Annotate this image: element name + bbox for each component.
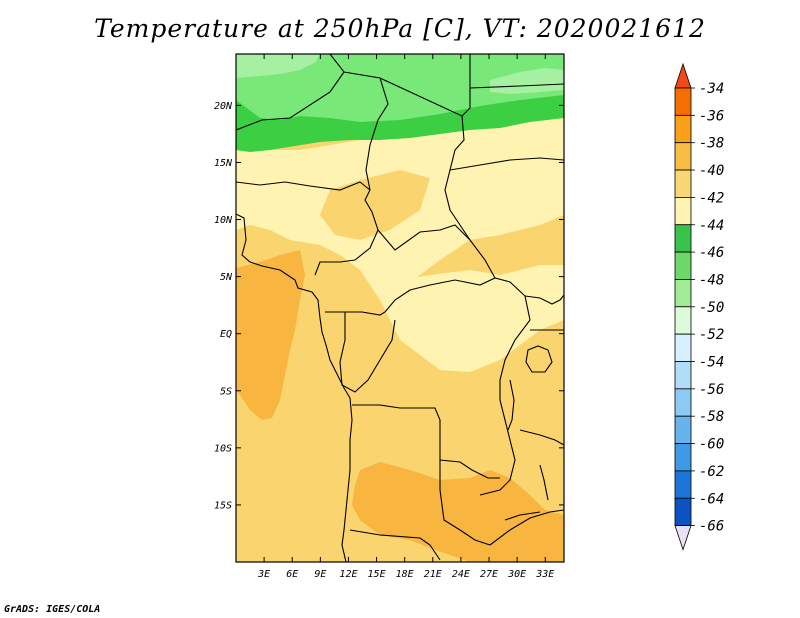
field-band-green-mid: [236, 54, 564, 122]
border-chad-car: [314, 189, 379, 276]
temperature-field: [236, 54, 564, 562]
field-band-green-light-east: [490, 68, 564, 94]
lon-label: 33E: [535, 569, 554, 580]
lat-label: 10N: [214, 215, 233, 226]
border-zambia-south: [489, 509, 564, 546]
border-lake-tanganyika: [507, 379, 515, 431]
colorbar-label: -36: [699, 108, 724, 124]
colorbar-label: -50: [699, 300, 724, 316]
colorbar-label: -66: [699, 519, 724, 535]
colorbar: -34 -36 -38 -40 -42 -44 -46 -48 -50 -52 -54 -56 -58 -…: [674, 62, 724, 551]
colorbar-box: [674, 279, 692, 308]
lat-label: 15S: [214, 500, 232, 511]
colorbar-box: [674, 114, 692, 144]
lon-label: 21E: [424, 569, 442, 580]
longitude-axis: 3E 6E 9E 12E 15E 18E 21E 24E 27E 30E 33E: [257, 54, 554, 580]
colorbar-label: -46: [699, 245, 724, 261]
map-frame: [235, 53, 565, 563]
lat-label: 20N: [214, 101, 233, 112]
lon-label: 15E: [368, 569, 386, 580]
colorbar-box: [674, 470, 692, 499]
lon-label: 30E: [507, 569, 526, 580]
map-title: Temperature at 250hPa [C], VT: 202002161…: [94, 14, 706, 43]
lat-label: EQ: [220, 329, 232, 340]
lon-label: 18E: [396, 569, 414, 580]
colorbar-box: [674, 306, 692, 335]
lat-label: 5S: [220, 386, 232, 397]
colorbar-box: [674, 361, 692, 390]
field-band-orange-gulf: [236, 250, 305, 420]
border-tanzania: [519, 429, 564, 446]
colorbar-label: -58: [699, 409, 724, 425]
colorbar-label: -44: [699, 218, 724, 234]
colorbar-label: -64: [699, 491, 724, 507]
colorbar-box: [674, 224, 692, 253]
border-drc-east: [479, 295, 531, 496]
border-angola-zambia: [439, 460, 491, 546]
border-algeria-niger: [236, 71, 345, 131]
colorbar-box: [674, 415, 692, 444]
colorbar-label: -42: [699, 190, 724, 206]
colorbar-box: [674, 142, 692, 171]
grads-credit: GrADS: IGES/COLA: [4, 604, 101, 615]
colorbar-label: -40: [699, 163, 724, 179]
border-libya-chad: [300, 54, 389, 191]
border-chad-sudan: [444, 115, 496, 279]
colorbar-label: -60: [699, 437, 724, 453]
lat-label: 15N: [214, 158, 233, 169]
coastline-west: [236, 213, 353, 562]
border-namibia: [349, 529, 441, 561]
border-congo: [339, 312, 396, 393]
border-car-drc: [384, 277, 526, 313]
lon-label: 24E: [452, 569, 470, 580]
colorbar-top-arrow: [674, 62, 692, 89]
border-lake-malawi: [539, 464, 549, 501]
latitude-axis: 20N 15N 10N 5N EQ 5S 10S 15S: [214, 101, 564, 511]
colorbar-box: [674, 87, 692, 116]
lat-label: 10S: [214, 443, 232, 454]
border-east-africa: [524, 294, 564, 305]
border-lake-victoria: [525, 345, 553, 373]
field-band-green-light: [236, 54, 320, 78]
lon-label: 6E: [286, 569, 298, 580]
border-car-south: [377, 224, 471, 251]
political-borders: [236, 54, 564, 562]
colorbar-label: -52: [699, 327, 724, 343]
border-cameroon-south: [325, 311, 386, 316]
colorbar-box: [674, 251, 692, 280]
border-egypt-sudan: [379, 54, 471, 117]
border-north-east: [469, 83, 564, 89]
colorbar-box: [674, 497, 692, 527]
border-sudan-internal: [449, 157, 564, 171]
colorbar-box: [674, 388, 692, 417]
colorbar-box: [674, 443, 692, 472]
colorbar-bottom-arrow: [674, 525, 692, 551]
colorbar-label: -34: [699, 81, 724, 97]
colorbar-label: -54: [699, 355, 724, 371]
border-zambezi: [504, 511, 541, 521]
lon-label: 12E: [339, 569, 357, 580]
lon-label: 3E: [257, 569, 270, 580]
colorbar-box: [674, 169, 692, 198]
colorbar-box: [674, 333, 692, 362]
colorbar-label: -56: [699, 382, 724, 398]
lon-label: 9E: [314, 569, 326, 580]
colorbar-label: -62: [699, 464, 724, 480]
lat-label: 5N: [220, 272, 233, 283]
border-drc-angola: [352, 404, 500, 479]
colorbar-label: -38: [699, 136, 724, 152]
lon-label: 27E: [480, 569, 498, 580]
border-niger-nigeria: [236, 181, 371, 191]
field-band-light-central: [380, 265, 564, 372]
colorbar-label: -48: [699, 272, 724, 288]
colorbar-box: [674, 196, 692, 226]
